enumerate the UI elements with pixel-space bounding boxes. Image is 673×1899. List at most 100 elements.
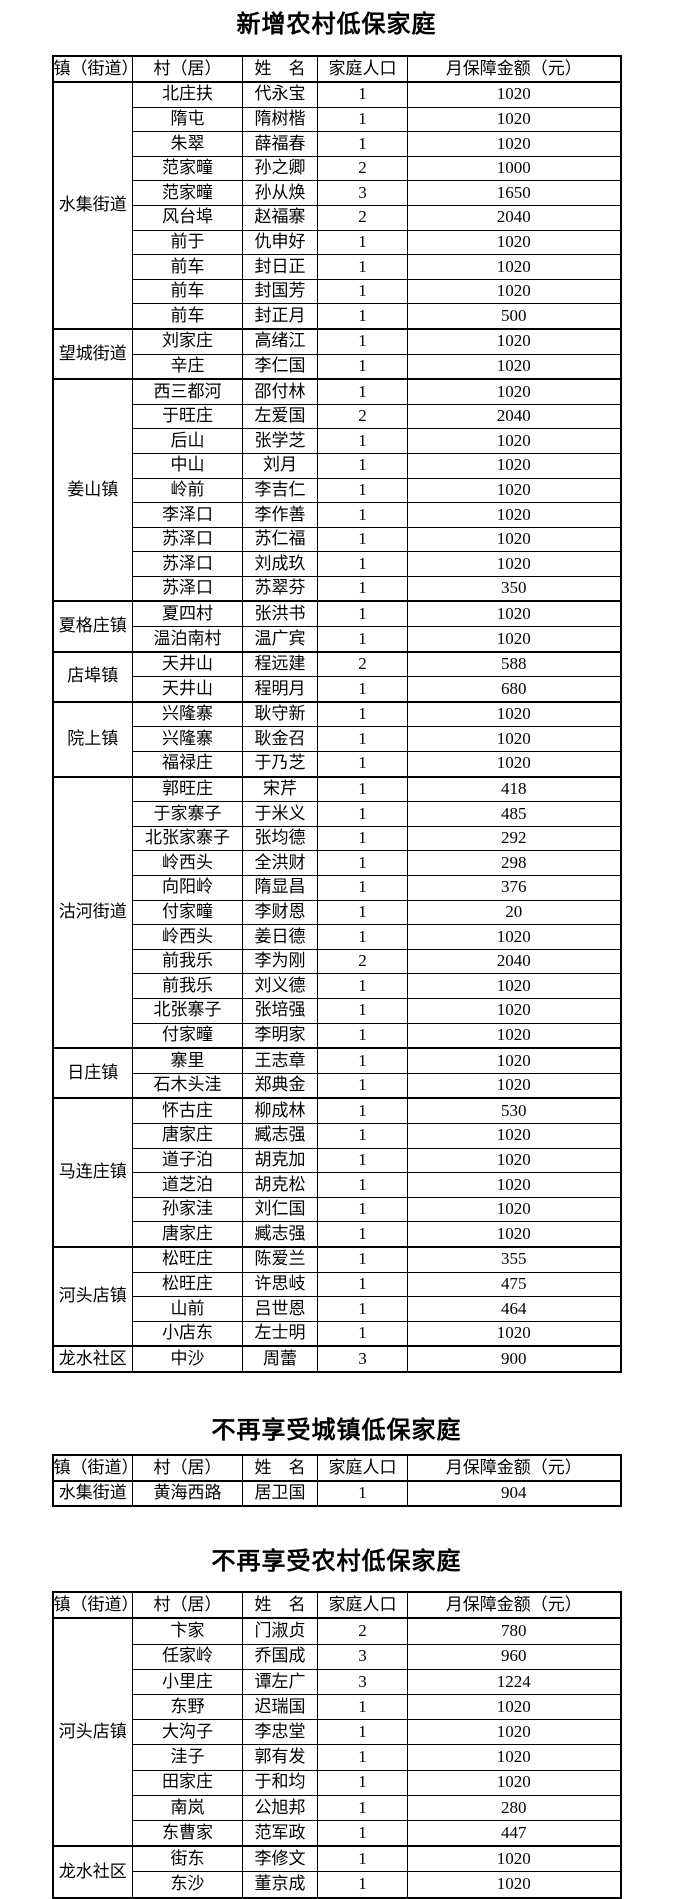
removed-rural-welfare-table: 镇（街道） 村（居）姓 名家庭人口 月保障金额（元） 河头店镇 卞家 门淑贞 2 780 任家岭… [51,1591,622,1899]
table-row: 店埠镇 天井山 程远建 2 588 [52,650,621,703]
name-cell: 臧志强 [242,1122,318,1149]
village-cell: 道芝泊 [132,1172,243,1198]
amount-cell: 1224 [407,1668,621,1696]
village-cell: 中沙 [132,1345,243,1373]
village-cell: 范家疃 [132,155,243,182]
amount-cell: 960 [407,1643,621,1670]
population-cell: 1 [317,924,408,950]
table-row: 河头店镇 松旺庄 陈爱兰 1 355 [52,1245,621,1347]
name-cell: 公旭邦 [242,1794,318,1821]
amount-cell: 1020 [407,278,621,305]
table-title-new-rural: 新增农村低保家庭 [236,11,437,38]
village-cell: 松旺庄 [132,1271,243,1298]
population-cell: 1 [317,1769,408,1796]
population-cell: 3 [317,1668,408,1696]
table-row: 兴隆寨 耿金召 1 1020 [53,726,621,753]
name-cell: 胡克松 [242,1172,318,1198]
table-row: 夏格庄镇 夏四村 张洪书 1 1020 [52,600,621,653]
table-row: 向阳岭 隋显昌 1 376 [53,875,621,901]
amount-cell: 1020 [407,131,621,157]
population-cell: 1 [317,1744,408,1771]
town-cell: 望城街道 [52,327,133,380]
town-cell: 河头店镇 [52,1617,133,1847]
amount-cell: 1020 [407,229,621,256]
table-row: 姜山镇 西三都河 邵付林 1 1020 [52,378,621,602]
village-cell: 孙家洼 [132,1196,243,1223]
column-header: 家庭人口 [317,55,408,83]
table-row: 付家疃 李财恩 1 20 [53,899,621,926]
name-cell: 于米义 [242,801,318,827]
table-row: 院上镇 兴隆寨 耿守新 1 1020 [52,700,621,778]
table-row: 朱翠 薛福春 1 1020 [53,131,621,157]
amount-cell: 904 [407,1479,621,1507]
table-row: 唐家庄 臧志强 1 1020 [53,1122,621,1149]
table-row: 岭西头 姜日德 1 1020 [53,924,621,950]
population-cell: 1 [317,700,408,728]
amount-cell: 298 [407,850,621,876]
amount-cell: 1020 [407,477,621,504]
amount-cell: 780 [407,1617,621,1645]
amount-cell: 1020 [407,626,621,653]
village-cell: 范家疃 [132,180,243,206]
population-cell: 1 [317,1072,408,1099]
table-row: 任家岭 乔国成 3 960 [53,1643,621,1670]
table-row: 马连庄镇 怀古庄 柳成林 1 530 [52,1097,621,1248]
name-cell: 许思岐 [242,1271,318,1298]
name-cell: 苏仁福 [242,526,318,553]
population-cell: 1 [317,973,408,999]
population-cell: 1 [317,303,408,330]
table-row: 前于 仇申好 1 1020 [53,229,621,256]
name-cell: 胡克加 [242,1147,318,1174]
amount-cell: 1020 [407,1047,621,1074]
village-cell: 卞家 [132,1617,243,1645]
village-cell: 风台埠 [132,204,243,231]
population-cell: 1 [317,1022,408,1049]
table-row: 道子泊 胡克加 1 1020 [53,1147,621,1174]
population-cell: 1 [317,1871,408,1899]
village-cell: 小里庄 [132,1668,243,1696]
name-cell: 张均德 [242,825,318,852]
table-row: 中山 刘月 1 1020 [53,452,621,479]
amount-cell: 1650 [407,180,621,206]
amount-cell: 1020 [407,1221,621,1248]
population-cell: 1 [317,526,408,553]
table-row: 东野 迟瑞国 1 1020 [53,1694,621,1721]
village-cell: 前我乐 [132,948,243,975]
table-row: 北张家寨子 张均德 1 292 [53,825,621,852]
village-cell: 石木头洼 [132,1072,243,1099]
amount-cell: 1020 [407,254,621,280]
amount-cell: 2040 [407,948,621,975]
amount-cell: 280 [407,1794,621,1821]
population-cell: 1 [317,1719,408,1746]
table-row: 孙家洼 刘仁国 1 1020 [53,1196,621,1223]
table-row: 水集街道 北庄扶 代永宝 1 1020 [52,80,621,330]
name-cell: 耿金召 [242,726,318,753]
population-cell: 1 [317,1794,408,1821]
village-cell: 天井山 [132,650,243,678]
table-row: 范家疃 孙从焕 3 1650 [53,180,621,206]
population-cell: 2 [317,403,408,430]
name-cell: 吕世恩 [242,1296,318,1322]
population-cell: 1 [317,353,408,380]
table-row: 东曹家 范军政 1 447 [53,1819,621,1847]
column-header: 家庭人口 [317,1591,408,1619]
population-cell: 1 [317,1196,408,1223]
name-cell: 郑典金 [242,1072,318,1099]
table-row: 小店东 左士明 1 1020 [53,1320,621,1347]
population-cell: 2 [317,650,408,678]
amount-cell: 1020 [407,1172,621,1198]
population-cell: 1 [317,1245,408,1273]
population-cell: 1 [317,726,408,753]
table-row: 日庄镇 寨里 王志章 1 1020 [52,1047,621,1099]
village-cell: 东曹家 [132,1819,243,1847]
amount-cell: 1020 [407,551,621,577]
amount-cell: 1020 [407,526,621,553]
column-header: 镇（街道） [52,1454,133,1482]
table-row: 小里庄 谭左广 3 1224 [53,1668,621,1696]
header-row: 镇（街道） 村（居）姓 名家庭人口 月保障金额（元） [52,55,621,83]
column-header: 月保障金额（元） [407,1591,621,1619]
table-row: 岭西头 全洪财 1 298 [53,850,621,876]
amount-cell: 1020 [407,1769,621,1796]
population-cell: 1 [317,1097,408,1124]
town-cell: 沽河街道 [52,775,133,1049]
